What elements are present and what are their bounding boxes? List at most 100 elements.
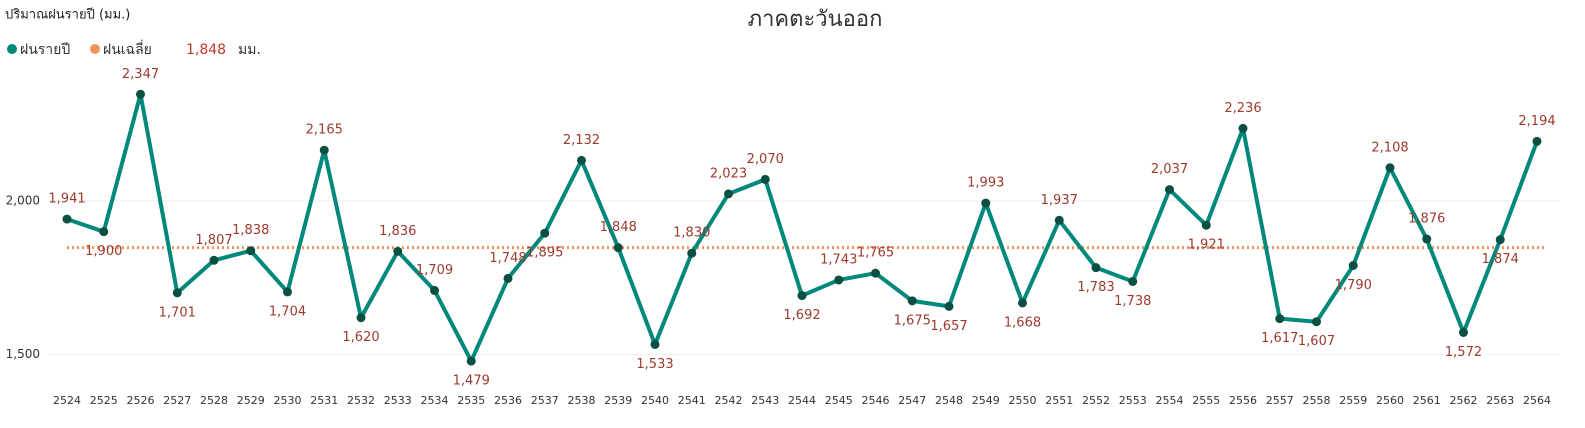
x-tick-label: 2541: [678, 394, 706, 407]
legend-marker: [90, 44, 100, 54]
data-point: [650, 339, 660, 349]
x-tick-label: 2539: [604, 394, 632, 407]
data-label: 1,668: [1004, 315, 1041, 330]
x-tick-label: 2558: [1303, 394, 1331, 407]
data-point: [1201, 220, 1211, 230]
data-point: [540, 228, 550, 238]
x-tick-label: 2528: [200, 394, 228, 407]
y-tick-label: 2,000: [6, 193, 40, 207]
x-tick-label: 2562: [1450, 394, 1478, 407]
data-label: 1,572: [1445, 345, 1482, 360]
x-tick-label: 2529: [237, 394, 265, 407]
x-tick-label: 2543: [751, 394, 779, 407]
data-point: [1018, 298, 1027, 308]
data-point: [1275, 314, 1285, 324]
data-label: 1,657: [930, 319, 967, 334]
x-tick-label: 2542: [715, 394, 743, 407]
data-label: 1,692: [783, 308, 820, 323]
data-point: [687, 248, 697, 258]
data-label: 1,704: [269, 304, 306, 319]
x-tick-label: 2555: [1192, 394, 1220, 407]
data-point: [1385, 163, 1395, 173]
legend-label: ฝนรายปี: [20, 42, 70, 58]
x-tick-label: 2527: [163, 394, 191, 407]
data-point: [1128, 276, 1138, 286]
x-tick-label: 2564: [1523, 394, 1551, 407]
data-label: 1,993: [967, 176, 1004, 191]
data-label: 1,738: [1114, 294, 1151, 309]
data-point: [797, 291, 807, 301]
data-point: [1312, 317, 1321, 327]
data-label: 1,709: [416, 263, 453, 278]
x-tick-label: 2532: [347, 394, 375, 407]
x-tick-label: 2526: [127, 394, 155, 407]
data-label: 1,748: [489, 251, 526, 266]
data-label: 1,836: [379, 224, 416, 239]
data-label: 2,165: [306, 123, 343, 138]
y-tick-label: 1,500: [6, 347, 40, 361]
data-point: [1459, 328, 1468, 338]
legend-marker: [7, 44, 17, 54]
data-point: [393, 246, 403, 256]
data-point: [99, 227, 109, 237]
data-point: [246, 246, 256, 256]
x-tick-label: 2553: [1119, 394, 1147, 407]
x-tick-label: 2534: [421, 394, 449, 407]
x-tick-label: 2552: [1082, 394, 1110, 407]
data-label: 1,876: [1408, 212, 1445, 227]
data-point: [356, 313, 366, 323]
data-label: 1,941: [48, 192, 85, 207]
x-tick-label: 2549: [972, 394, 1000, 407]
data-point: [430, 285, 439, 295]
x-tick-label: 2548: [935, 394, 963, 407]
data-label: 1,620: [342, 330, 379, 345]
data-point: [1091, 263, 1101, 273]
x-tick-label: 2551: [1045, 394, 1073, 407]
data-point: [172, 288, 182, 298]
average-unit: มม.: [238, 42, 261, 58]
data-point: [1165, 185, 1174, 195]
data-point: [871, 268, 880, 278]
data-label: 2,236: [1224, 101, 1261, 116]
data-label: 1,533: [636, 357, 673, 372]
data-point: [1532, 136, 1542, 146]
x-tick-label: 2530: [274, 394, 302, 407]
data-point: [466, 356, 476, 366]
x-tick-label: 2556: [1229, 394, 1257, 407]
data-label: 1,921: [1188, 238, 1225, 253]
data-point: [503, 273, 513, 283]
data-point: [209, 255, 219, 265]
legend-label: ฝนเฉลี่ย: [103, 40, 152, 58]
data-label: 1,783: [1077, 280, 1114, 295]
data-point: [1422, 234, 1432, 244]
data-point: [834, 275, 844, 285]
data-label: 1,874: [1482, 252, 1519, 267]
data-label: 2,132: [563, 133, 600, 148]
data-label: 1,838: [232, 223, 269, 238]
data-point: [319, 145, 329, 155]
data-label: 2,194: [1518, 114, 1555, 129]
x-tick-label: 2545: [825, 394, 853, 407]
data-label: 2,347: [122, 67, 159, 82]
data-label: 1,807: [195, 233, 232, 248]
data-point: [944, 301, 954, 311]
x-tick-label: 2561: [1413, 394, 1441, 407]
chart-title: ภาคตะวันออก: [748, 7, 883, 32]
data-point: [1348, 260, 1358, 270]
average-value: 1,848: [186, 42, 226, 58]
data-point: [1238, 123, 1248, 133]
data-label: 2,037: [1151, 162, 1188, 177]
x-tick-label: 2547: [898, 394, 926, 407]
x-tick-label: 2531: [310, 394, 338, 407]
data-point: [577, 155, 586, 165]
x-tick-label: 2535: [457, 394, 485, 407]
data-label: 2,023: [710, 166, 747, 181]
data-label: 1,937: [1041, 193, 1078, 208]
data-label: 2,108: [1371, 140, 1408, 155]
x-tick-label: 2525: [90, 394, 118, 407]
data-label: 1,743: [820, 252, 857, 267]
y-axis-title: ปริมาณฝนรายปี (มม.): [5, 7, 130, 23]
data-point: [907, 296, 917, 306]
x-tick-label: 2557: [1266, 394, 1294, 407]
data-label: 1,675: [894, 313, 931, 328]
